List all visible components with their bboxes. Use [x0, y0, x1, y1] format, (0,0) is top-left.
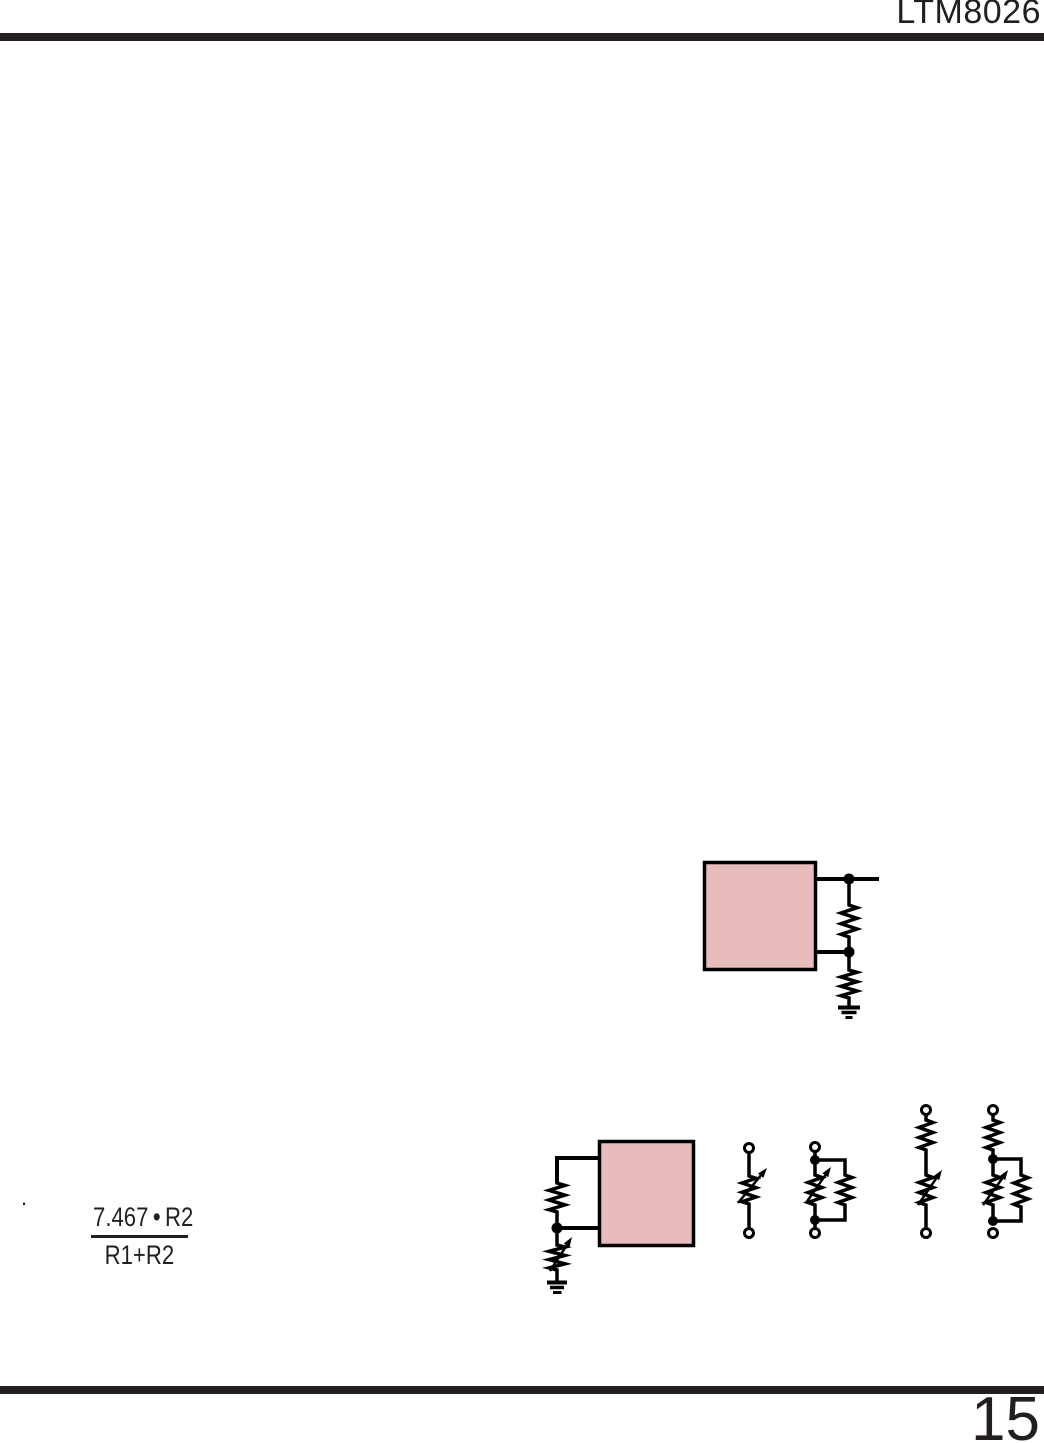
figure-output-divider [690, 850, 890, 1030]
series-fixed-resistor [980, 1114, 1006, 1159]
module-block [702, 860, 818, 972]
stray-dot: . [21, 1185, 28, 1210]
variable-resistor-r2 [542, 1228, 572, 1282]
alt-network-parallel [793, 1140, 867, 1240]
alt-network-series [905, 1103, 949, 1240]
terminal-circle [920, 1227, 932, 1239]
terminal-circle [809, 1141, 821, 1153]
resistor-r2 [834, 952, 864, 1006]
wiper-arrow-icon [804, 1167, 831, 1204]
formula-denominator: R1+R2 [104, 1240, 174, 1270]
formula-numerator: 7.467 • R2 [93, 1202, 194, 1232]
junction-dot [988, 1216, 998, 1226]
fraction-bar [90, 1235, 188, 1238]
wiper-arrow-icon [981, 1170, 1008, 1206]
fixed-resistor-branch [815, 1158, 858, 1222]
terminal-circle [987, 1104, 999, 1116]
adjust-formula: 7.467 • R2 R1+R2 [82, 1204, 196, 1269]
page-number: 15 [971, 1385, 1040, 1443]
junction-dot [810, 1215, 820, 1225]
terminal-circle [987, 1227, 999, 1239]
terminal-circle [743, 1142, 755, 1154]
top-pin-wire [555, 1156, 600, 1183]
resistor-r1 [835, 879, 863, 952]
wiper-arrow-icon [916, 1170, 942, 1206]
alt-network-rheostat [728, 1140, 772, 1240]
terminal-circle [743, 1227, 755, 1239]
page-title: LTM8026 [896, 0, 1041, 31]
footer-rule [0, 1386, 1044, 1394]
ground-icon [838, 1005, 860, 1019]
terminal-circle [809, 1227, 821, 1239]
figure-adjust-divider [530, 1130, 710, 1300]
junction-dot [988, 1154, 998, 1164]
alt-network-series-parallel [971, 1103, 1044, 1240]
module-block [597, 1139, 696, 1248]
wiper-arrow-icon [737, 1168, 767, 1204]
wiper-arrow-icon [548, 1237, 572, 1272]
fixed-resistor-branch [993, 1157, 1033, 1223]
ground-icon [547, 1280, 567, 1294]
junction-dot [810, 1155, 820, 1165]
resistor-r1 [542, 1158, 572, 1228]
terminal-circle [920, 1104, 932, 1116]
series-fixed-and-variable-resistor [913, 1114, 939, 1229]
header-rule [0, 33, 1044, 41]
